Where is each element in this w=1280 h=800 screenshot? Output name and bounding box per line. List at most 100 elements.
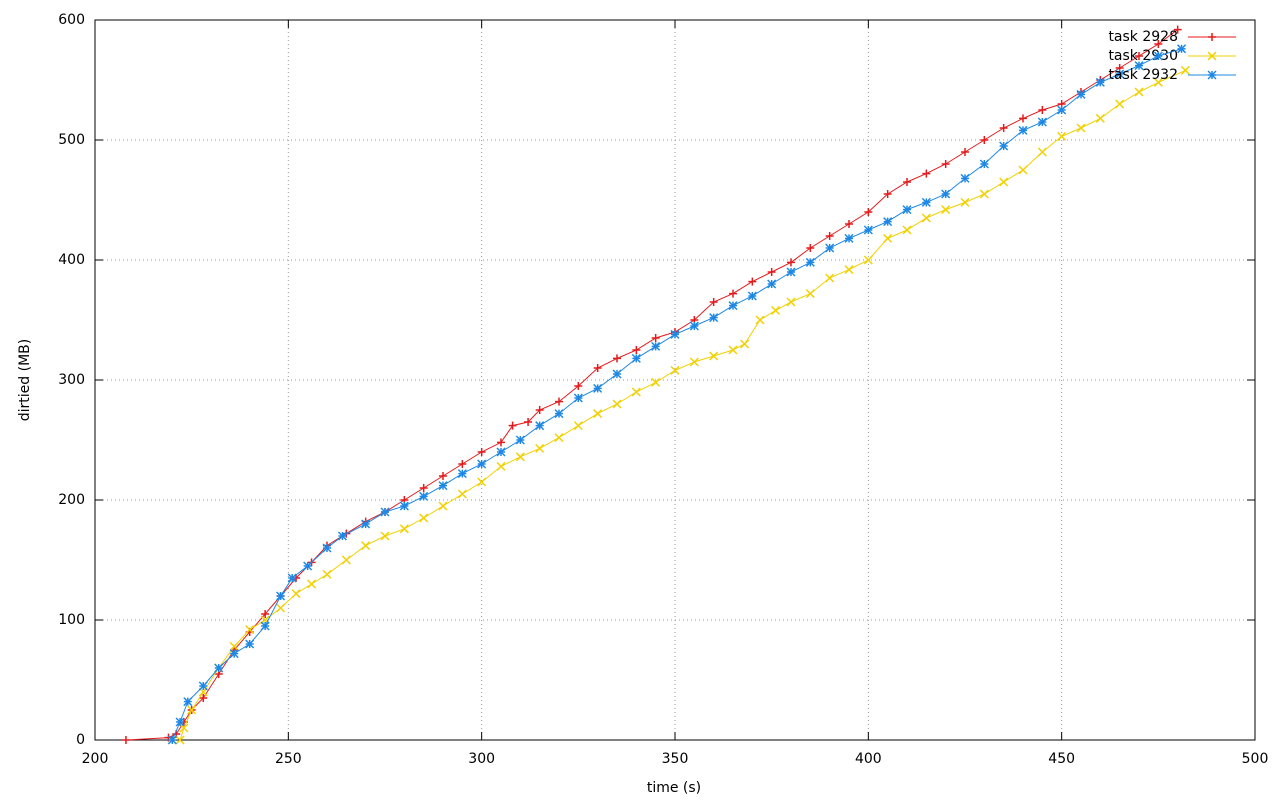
marker-stroke xyxy=(771,305,781,315)
marker-stroke xyxy=(863,255,873,265)
x-tick-label: 200 xyxy=(82,751,109,767)
marker-stroke xyxy=(612,369,622,379)
point xyxy=(1095,113,1105,123)
marker-stroke xyxy=(1115,99,1125,109)
marker-stroke xyxy=(921,213,931,223)
point xyxy=(805,257,815,267)
point xyxy=(786,267,796,277)
point xyxy=(496,461,506,471)
point xyxy=(709,313,719,323)
point xyxy=(922,169,931,178)
marker-stroke xyxy=(1018,125,1028,135)
point xyxy=(1134,61,1144,71)
marker-stroke xyxy=(805,289,815,299)
marker-stroke xyxy=(554,433,564,443)
point xyxy=(515,435,525,445)
y-tick-label: 300 xyxy=(58,372,85,388)
point xyxy=(276,591,286,601)
marker-stroke xyxy=(175,717,185,727)
legend-label: task 2932 xyxy=(1108,67,1178,83)
point xyxy=(593,409,603,419)
marker-stroke xyxy=(438,481,448,491)
marker-stroke xyxy=(728,345,738,355)
point xyxy=(1057,105,1067,115)
marker-stroke xyxy=(322,543,332,553)
point xyxy=(524,418,533,426)
marker-stroke xyxy=(670,365,680,375)
point xyxy=(960,197,970,207)
marker-stroke xyxy=(1180,65,1190,75)
point xyxy=(1180,65,1190,75)
point xyxy=(651,334,660,342)
marker-stroke xyxy=(1057,105,1067,115)
point xyxy=(1153,51,1163,61)
point xyxy=(291,589,301,599)
marker-stroke xyxy=(728,301,738,311)
point xyxy=(670,365,680,375)
marker-stroke xyxy=(941,189,951,199)
point xyxy=(1134,87,1144,97)
point xyxy=(612,399,622,409)
point xyxy=(1019,114,1027,123)
marker-stroke xyxy=(307,579,317,589)
point xyxy=(612,369,622,379)
marker-stroke xyxy=(260,621,270,631)
marker-stroke xyxy=(535,443,545,453)
point xyxy=(555,397,563,406)
point xyxy=(438,481,448,491)
point xyxy=(740,339,750,349)
point xyxy=(999,124,1008,132)
point xyxy=(303,561,313,571)
point xyxy=(844,233,854,243)
point xyxy=(980,136,989,144)
y-tick-label: 0 xyxy=(76,732,85,748)
point xyxy=(229,641,239,651)
marker-stroke xyxy=(554,409,564,419)
marker-stroke xyxy=(612,399,622,409)
point xyxy=(999,141,1009,151)
point xyxy=(1207,51,1217,61)
point xyxy=(903,178,911,186)
marker-stroke xyxy=(689,357,699,367)
plot-frame xyxy=(94,19,1256,741)
point xyxy=(457,489,467,499)
marker-stroke xyxy=(979,189,989,199)
point xyxy=(902,225,912,235)
point xyxy=(477,477,487,487)
point xyxy=(709,298,718,306)
marker-stroke xyxy=(883,217,893,227)
point xyxy=(689,357,699,367)
marker-stroke xyxy=(287,573,297,583)
point xyxy=(307,579,317,589)
x-axis-label: time (s) xyxy=(647,780,701,796)
point xyxy=(419,491,429,501)
marker-stroke xyxy=(786,267,796,277)
legend-label: task 2930 xyxy=(1108,48,1178,64)
point xyxy=(729,289,737,298)
point xyxy=(198,681,208,691)
x-tick-label: 250 xyxy=(275,751,302,767)
marker-stroke xyxy=(1037,117,1047,127)
x-tick-label: 500 xyxy=(1242,751,1269,767)
point xyxy=(941,189,951,199)
series-line xyxy=(179,69,1186,741)
point xyxy=(276,603,286,613)
marker-stroke xyxy=(999,141,1009,151)
point xyxy=(574,382,583,390)
point xyxy=(631,387,641,397)
point xyxy=(960,173,970,183)
marker-stroke xyxy=(1076,123,1086,133)
marker-stroke xyxy=(1134,87,1144,97)
marker-stroke xyxy=(303,561,313,571)
point xyxy=(554,433,564,443)
point xyxy=(535,443,545,453)
point xyxy=(1115,99,1125,109)
point xyxy=(902,205,912,215)
point xyxy=(1076,123,1086,133)
point xyxy=(438,501,448,511)
marker-stroke xyxy=(245,639,255,649)
marker-stroke xyxy=(767,279,777,289)
marker-stroke xyxy=(1095,77,1105,87)
marker-stroke xyxy=(457,469,467,479)
